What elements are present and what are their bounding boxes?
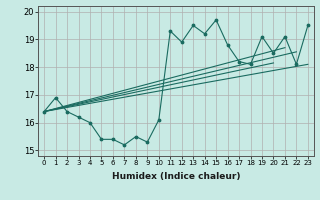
X-axis label: Humidex (Indice chaleur): Humidex (Indice chaleur)	[112, 172, 240, 181]
